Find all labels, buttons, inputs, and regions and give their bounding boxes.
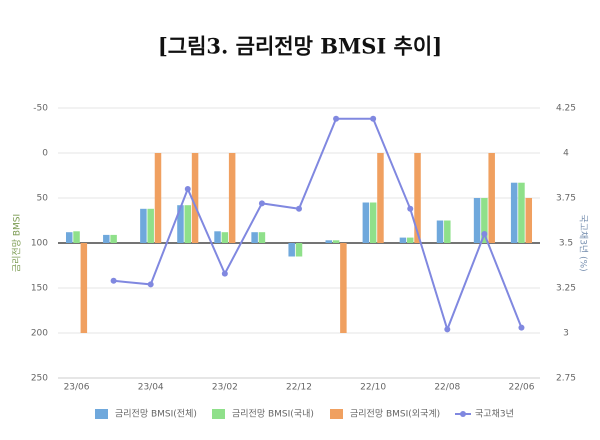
line-point [147, 281, 154, 288]
y2-tick-label: 3.25 [556, 284, 576, 294]
y-tick-label: 50 [37, 194, 49, 204]
x-tick-label: 22/08 [434, 383, 460, 393]
bar [377, 153, 384, 243]
bar [147, 208, 154, 243]
bar [140, 208, 147, 243]
bar [525, 198, 533, 243]
bar [488, 153, 495, 243]
line-point [333, 115, 340, 122]
bar [191, 153, 199, 243]
line-point [221, 270, 228, 277]
line-point [296, 205, 302, 212]
y2-tick-label: 4 [563, 149, 569, 159]
bar [362, 202, 370, 243]
y-tick-label: 150 [31, 284, 48, 294]
bar [414, 153, 421, 243]
bar [258, 232, 266, 243]
y2-tick-label: 3.75 [556, 194, 576, 204]
y-tick-label: 100 [31, 239, 48, 249]
line-point [444, 326, 451, 333]
legend-swatch [95, 409, 108, 419]
y-axis-label: 금리전망 BMSI [12, 214, 23, 272]
bar [73, 231, 80, 243]
line-point [407, 205, 414, 212]
bar [518, 182, 525, 243]
x-tick-label: 23/02 [212, 383, 238, 393]
bar [399, 237, 407, 243]
bar [110, 234, 117, 243]
bar [214, 231, 221, 243]
bar [177, 205, 184, 243]
bar [288, 243, 295, 257]
bar [251, 232, 258, 243]
bar [436, 220, 444, 243]
line-point [258, 200, 265, 207]
bar [369, 202, 377, 243]
y2-tick-label: 2.75 [556, 374, 576, 384]
bar [228, 153, 236, 243]
legend-swatch [460, 411, 466, 417]
legend-swatch [212, 409, 225, 419]
bar [332, 240, 340, 243]
bar [444, 220, 451, 243]
x-tick-label: 23/04 [138, 383, 164, 393]
bar [481, 198, 488, 243]
y-tick-label: 200 [31, 329, 48, 339]
bar [340, 243, 347, 333]
line-point [110, 277, 117, 284]
y-tick-label: 0 [42, 149, 48, 159]
line-point [518, 324, 525, 331]
y2-axis-label: 국고채3년 (%) [578, 214, 589, 271]
y-tick-label: -50 [33, 104, 48, 114]
legend-swatch [330, 409, 343, 419]
legend-label: 금리전망 BMSI(국내) [232, 409, 314, 420]
bar [80, 243, 88, 333]
y2-tick-label: 3.5 [559, 239, 573, 249]
chart-title: [그림3. 금리전망 BMSI 추이] [158, 34, 442, 59]
bar [295, 243, 303, 257]
legend-label: 국고채3년 [475, 409, 514, 420]
legend-label: 금리전망 BMSI(전체) [115, 409, 197, 420]
y-tick-label: 250 [31, 374, 48, 384]
bar [325, 240, 333, 243]
bar [221, 232, 229, 243]
y2-tick-label: 3 [563, 329, 569, 339]
bar [510, 182, 518, 243]
bar [103, 234, 110, 243]
x-tick-label: 22/12 [286, 383, 312, 393]
line [113, 117, 523, 333]
x-tick-label: 23/06 [64, 383, 90, 393]
line-point [370, 115, 377, 122]
bar [65, 232, 73, 243]
x-tick-label: 22/10 [360, 383, 386, 393]
bar [406, 237, 414, 243]
y2-tick-label: 4.25 [556, 104, 576, 114]
line-point [184, 186, 191, 192]
line-point [481, 231, 488, 237]
x-tick-label: 22/06 [508, 383, 534, 393]
bar [184, 205, 192, 243]
legend-label: 금리전망 BMSI(외국계) [350, 408, 440, 420]
bar [473, 198, 481, 243]
bar [154, 153, 162, 243]
